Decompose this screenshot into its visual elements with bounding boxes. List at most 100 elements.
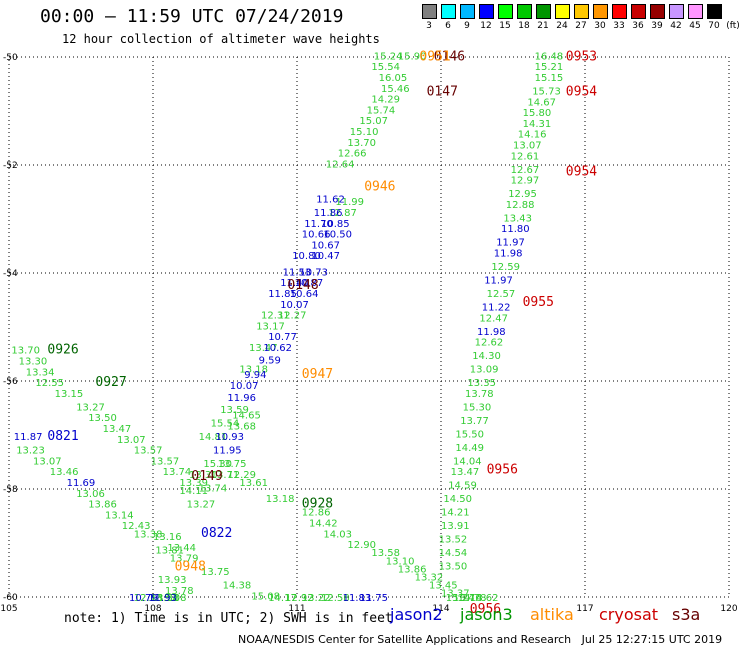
swh-value: 13.22 bbox=[302, 593, 331, 604]
legend-tick-label: 3 bbox=[426, 21, 432, 31]
swh-value: 13.27 bbox=[187, 500, 216, 511]
swh-value: 13.08 bbox=[158, 593, 187, 604]
legend-swatch bbox=[593, 4, 608, 19]
swh-value: 13.78 bbox=[465, 389, 494, 400]
swh-value: 13.46 bbox=[50, 467, 79, 478]
swh-value: 14.38 bbox=[223, 581, 252, 592]
swh-value: 11.75 bbox=[359, 593, 388, 604]
swh-value: 13.27 bbox=[76, 402, 105, 413]
swh-value: 11.87 bbox=[14, 432, 43, 443]
legend-tick-label: 18 bbox=[518, 21, 530, 31]
swh-value: 11.86 bbox=[314, 208, 343, 219]
swh-value: 13.07 bbox=[33, 456, 62, 467]
legend-tick-label: 24 bbox=[556, 21, 568, 31]
legend-swatch bbox=[707, 4, 722, 19]
swh-value: 10.79 bbox=[129, 593, 158, 604]
legend-swatch bbox=[460, 4, 475, 19]
swh-value: 10.07 bbox=[230, 381, 259, 392]
swh-value: 11.93 bbox=[148, 593, 177, 604]
swh-value: 15.54 bbox=[211, 419, 240, 430]
swh-value: 15.54 bbox=[371, 62, 400, 73]
swh-value: 13.17 bbox=[256, 321, 285, 332]
swh-value: 13.86 bbox=[88, 500, 117, 511]
swh-value: 10.07 bbox=[280, 300, 309, 311]
pass-time-label: 0954 bbox=[566, 84, 597, 99]
swh-value: 13.18 bbox=[239, 365, 268, 376]
swh-value: 15.24 bbox=[446, 593, 475, 604]
pass-time-label: 0146 bbox=[434, 49, 465, 64]
swh-value: 13.75 bbox=[201, 567, 230, 578]
swh-value: 12.62 bbox=[475, 338, 504, 349]
swh-value: 13.06 bbox=[76, 489, 105, 500]
swh-values: 15.2415.9015.5416.0515.4614.2915.7415.07… bbox=[11, 51, 563, 604]
swh-value: 15.08 bbox=[251, 591, 280, 602]
swh-value: 13.07 bbox=[117, 435, 146, 446]
axis-labels: 105 108 111 114 117 120 -50 -52 -54 -56 -58 -60 bbox=[0, 53, 737, 614]
swh-value: 12.13 bbox=[134, 593, 163, 604]
legend-swatch bbox=[498, 4, 513, 19]
lat-tick-label: -56 bbox=[3, 377, 18, 387]
legend-tick-label: 45 bbox=[689, 21, 701, 31]
swh-value: 13.79 bbox=[170, 554, 199, 565]
swh-value: 13.47 bbox=[451, 467, 480, 478]
lat-tick-label: -54 bbox=[3, 269, 18, 279]
swh-value: 14.54 bbox=[439, 548, 468, 559]
swh-value: 13.21 bbox=[151, 593, 180, 604]
swh-value: 13.34 bbox=[26, 367, 55, 378]
swh-value: 11.62 bbox=[316, 194, 345, 205]
swh-value: 12.31 bbox=[261, 311, 290, 322]
swh-value: 15.30 bbox=[203, 459, 232, 470]
swh-value: 15.24 bbox=[374, 51, 403, 62]
swh-value: 15.80 bbox=[523, 108, 552, 119]
lon-tick-label: 117 bbox=[576, 604, 593, 614]
swh-value: 13.57 bbox=[151, 456, 180, 467]
swh-value: 13.37 bbox=[441, 589, 470, 600]
swh-value: 11.80 bbox=[501, 224, 530, 235]
swh-value: 12.59 bbox=[491, 262, 520, 273]
swh-value: 12.57 bbox=[148, 593, 177, 604]
swh-value: 14.49 bbox=[455, 443, 484, 454]
swh-value: 13.81 bbox=[155, 545, 184, 556]
swh-value: 13.91 bbox=[441, 521, 470, 532]
swh-value: 12.29 bbox=[227, 470, 256, 481]
page-title: 00:00 – 11:59 UTC 07/24/2019 bbox=[40, 6, 344, 27]
swh-value: 12.55 bbox=[35, 378, 64, 389]
credit-line: NOAA/NESDIS Center for Satellite Applica… bbox=[238, 633, 723, 646]
swh-value: 15.07 bbox=[359, 116, 388, 127]
swh-value: 13.07 bbox=[513, 140, 542, 151]
swh-value: 13.75 bbox=[218, 459, 247, 470]
map-frame bbox=[8, 56, 730, 598]
swh-value: 9.94 bbox=[244, 370, 266, 381]
swh-value: 12.58 bbox=[321, 593, 350, 604]
lat-tick-label: -60 bbox=[3, 593, 18, 603]
swh-value: 14.17 bbox=[268, 593, 297, 604]
swh-value: 13.50 bbox=[88, 413, 117, 424]
swh-value: 12.67 bbox=[511, 165, 540, 176]
pass-time-label: 0149 bbox=[191, 469, 222, 484]
swh-value: 12.27 bbox=[278, 311, 307, 322]
swh-value: 15.21 bbox=[535, 62, 564, 73]
pass-time-label: 0956 bbox=[470, 602, 501, 617]
swh-value: 13.58 bbox=[371, 548, 400, 559]
pass-time-label: 0954 bbox=[566, 164, 597, 179]
swh-value: 13.59 bbox=[220, 405, 249, 416]
swh-value: 9.59 bbox=[259, 355, 281, 366]
swh-value: 13.78 bbox=[165, 586, 194, 597]
swh-value: 12.43 bbox=[122, 521, 151, 532]
swh-value: 12.90 bbox=[347, 540, 376, 551]
time-labels: 0146 0147 0148 0149 0953 0954 0954 0955 0956 0956… bbox=[47, 49, 597, 616]
swh-value: 14.62 bbox=[470, 593, 499, 604]
pass-time-label: 0822 bbox=[201, 526, 232, 541]
legend-jason3: jason3 bbox=[460, 605, 513, 624]
swh-value: 13.68 bbox=[227, 421, 256, 432]
legend-swatch bbox=[536, 4, 551, 19]
swh-value: 16.48 bbox=[535, 51, 564, 62]
legend-tick-label: 33 bbox=[613, 21, 625, 31]
pass-time-label: 0948 bbox=[175, 560, 206, 575]
swh-value: 15.46 bbox=[381, 84, 410, 95]
swh-value: 14.29 bbox=[371, 95, 400, 106]
swh-value: 14.81 bbox=[199, 432, 228, 443]
lon-tick-label: 111 bbox=[288, 604, 305, 614]
legend-tick-label: 36 bbox=[632, 21, 644, 31]
